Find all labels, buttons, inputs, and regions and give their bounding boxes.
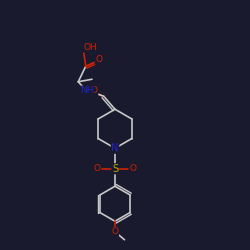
Text: N: N [111,143,119,153]
Text: O: O [91,86,98,95]
Text: O: O [94,164,100,173]
Text: NH: NH [80,86,94,95]
Text: O: O [95,55,102,64]
Text: OH: OH [83,43,97,52]
Text: S: S [112,164,118,174]
Text: O: O [130,164,136,173]
Text: O: O [112,227,118,236]
